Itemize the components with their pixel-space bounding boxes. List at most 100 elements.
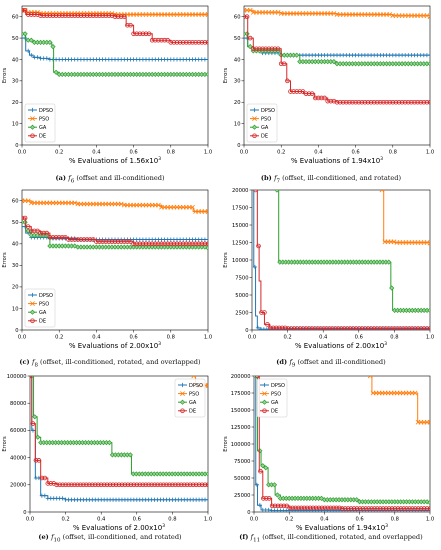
de-marker <box>63 235 68 240</box>
legend-marker <box>180 391 185 396</box>
x-tick-label: 0.8 <box>391 517 399 523</box>
legend-marker <box>252 133 257 139</box>
de-marker <box>309 91 315 96</box>
de-marker <box>110 482 116 488</box>
de-marker <box>92 482 98 488</box>
de-marker <box>128 482 134 488</box>
de-marker <box>180 40 186 45</box>
legend-label: PSO <box>39 301 49 307</box>
de-marker <box>344 99 349 105</box>
de-marker <box>122 482 128 488</box>
x-tick-label: 0.0 <box>250 517 258 523</box>
de-marker <box>56 13 62 18</box>
de-marker <box>333 326 338 330</box>
de-marker <box>285 78 290 84</box>
de-marker <box>299 505 304 511</box>
de-marker <box>371 326 377 330</box>
de-marker <box>271 325 276 330</box>
de-marker <box>268 325 273 330</box>
ga-marker <box>106 440 113 446</box>
de-marker <box>275 46 281 52</box>
x-tick-label: 1.0 <box>426 517 434 523</box>
de-marker <box>347 99 352 105</box>
de-marker <box>269 46 275 52</box>
de-marker <box>415 99 420 105</box>
ga-marker <box>32 414 38 420</box>
de-marker <box>427 99 430 105</box>
de-marker <box>91 237 96 242</box>
de-marker <box>173 482 178 488</box>
de-marker <box>413 506 418 511</box>
y-axis-label: Errors <box>2 436 8 452</box>
series-line-ga <box>276 190 430 311</box>
de-marker <box>143 31 149 37</box>
ga-marker <box>28 37 34 43</box>
de-marker <box>424 326 430 330</box>
de-marker <box>84 13 90 18</box>
de-marker <box>177 40 183 45</box>
de-marker <box>354 506 360 511</box>
de-marker <box>149 241 155 247</box>
de-marker <box>174 241 180 247</box>
de-marker <box>179 482 184 488</box>
pso-marker <box>25 198 31 204</box>
series-markers-ga <box>274 190 430 313</box>
de-marker <box>401 326 406 330</box>
de-marker <box>404 506 409 511</box>
de-marker <box>171 40 177 45</box>
legend-marker <box>252 116 257 121</box>
de-marker <box>199 40 205 45</box>
x-tick-label: 0.8 <box>167 150 175 156</box>
de-marker <box>281 503 287 509</box>
pso-marker <box>191 376 197 379</box>
de-marker <box>193 40 198 45</box>
de-marker <box>50 235 56 240</box>
de-marker <box>165 37 170 43</box>
ga-marker <box>274 190 280 193</box>
y-tick-label: 2500 <box>235 310 248 316</box>
de-marker <box>418 326 424 330</box>
legend: DPSO PSO GA DE <box>24 103 56 143</box>
de-marker <box>165 241 170 247</box>
legend-label: GA <box>39 125 47 131</box>
legend-marker <box>262 382 267 388</box>
dpso-marker <box>254 482 260 487</box>
de-marker <box>90 482 95 488</box>
de-marker <box>196 482 202 488</box>
de-marker <box>196 40 201 45</box>
de-marker <box>275 503 281 509</box>
series-markers-pso <box>367 376 430 425</box>
de-marker <box>365 99 371 105</box>
de-marker <box>393 99 399 105</box>
de-marker <box>362 326 368 330</box>
de-marker <box>244 14 247 19</box>
de-marker <box>146 31 152 37</box>
de-marker <box>22 215 25 221</box>
de-marker <box>363 506 368 511</box>
de-marker <box>344 326 350 330</box>
de-marker <box>25 224 31 229</box>
de-marker <box>356 326 362 330</box>
de-marker <box>300 89 306 94</box>
x-tick-label: 1.0 <box>426 150 434 156</box>
de-marker <box>386 326 391 330</box>
y-tick-label: 75000 <box>234 459 251 465</box>
ga-marker <box>263 465 269 471</box>
y-tick-label: 30 <box>234 79 241 85</box>
de-marker <box>269 503 275 509</box>
legend: DPSO PSO GA DE <box>24 288 56 328</box>
de-marker <box>184 482 190 488</box>
chart-panel-3: 0.0 0.2 0.4 0.6 0.8 1.0 0 10 20 30 40 50 60 % Evaluat… <box>2 189 212 350</box>
de-marker <box>45 481 51 486</box>
de-marker <box>95 482 101 488</box>
de-marker <box>313 505 319 511</box>
de-marker <box>418 99 423 105</box>
x-tick-label: 0.6 <box>129 335 137 341</box>
pso-marker <box>205 209 208 214</box>
de-marker <box>278 503 284 509</box>
series-line-pso <box>381 190 430 244</box>
de-marker <box>297 326 303 330</box>
dpso-marker <box>427 53 430 58</box>
y-tick-label: 50 <box>234 36 241 42</box>
series-line-de <box>30 376 208 486</box>
